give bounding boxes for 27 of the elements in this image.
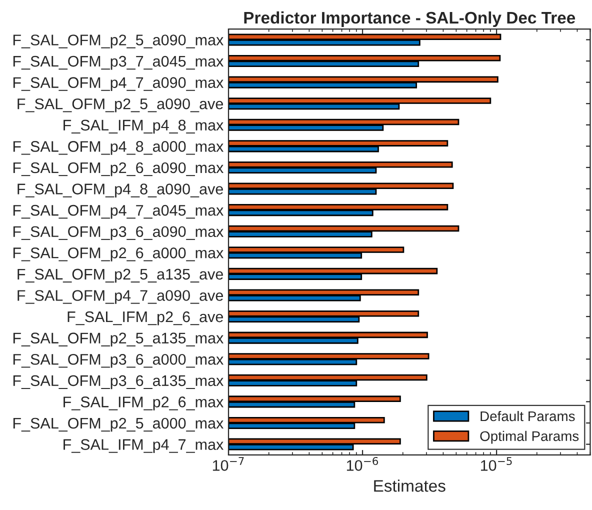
- legend-label: Optimal Params: [480, 430, 579, 444]
- y-tick-label: F_SAL_OFM_p2_5_a090_max: [13, 34, 224, 48]
- x-tick-label: 10$^{−7}$: [212, 457, 244, 471]
- y-tick-label: F_SAL_OFM_p3_6_a090_max: [13, 226, 224, 240]
- x-tick-label: 10$^{−6}$: [346, 456, 378, 471]
- y-tick-label: F_SAL_OFM_p2_6_a000_max: [13, 248, 224, 262]
- y-tick-label: F_SAL_OFM_p3_7_a045_max: [13, 56, 224, 70]
- legend-label: Default Params: [480, 410, 575, 422]
- x-tick-label: 10$^{−5}$: [480, 457, 512, 471]
- y-tick-label: F_SAL_OFM_p4_8_a000_max: [13, 141, 224, 155]
- y-tick-label: F_SAL_OFM_p3_6_a135_max: [13, 375, 224, 390]
- y-tick-label: F_SAL_OFM_p2_5_a135_max: [13, 332, 224, 347]
- y-tick-label: F_SAL_IFM_p4_7_max: [64, 439, 224, 453]
- y-tick-label: F_SAL_IFM_p2_6_ave: [68, 311, 223, 326]
- y-tick-label: F_SAL_OFM_p3_6_a000_max: [13, 354, 224, 368]
- y-tick-label: F_SAL_OFM_p2_5_a000_max: [13, 418, 224, 432]
- y-tick-label: F_SAL_OFM_p4_7_a090_max: [13, 77, 224, 92]
- chart-title: Predictor Importance - SAL-Only Dec Tree: [244, 11, 576, 27]
- y-tick-label: F_SAL_OFM_p2_5_a090_ave: [18, 98, 223, 112]
- x-axis-title: Estimates: [374, 480, 446, 492]
- y-tick-label: F_SAL_OFM_p4_7_a090_ave: [18, 290, 223, 304]
- y-tick-label: F_SAL_OFM_p4_7_a045_max: [13, 204, 224, 219]
- y-tick-label: F_SAL_OFM_p2_6_a090_max: [13, 162, 224, 176]
- y-tick-label: F_SAL_IFM_p2_6_max: [64, 396, 224, 410]
- y-tick-label: F_SAL_IFM_p4_8_max: [64, 120, 224, 134]
- y-tick-label: F_SAL_OFM_p4_8_a090_ave: [18, 184, 223, 198]
- y-tick-label: F_SAL_OFM_p2_5_a135_ave: [18, 268, 223, 283]
